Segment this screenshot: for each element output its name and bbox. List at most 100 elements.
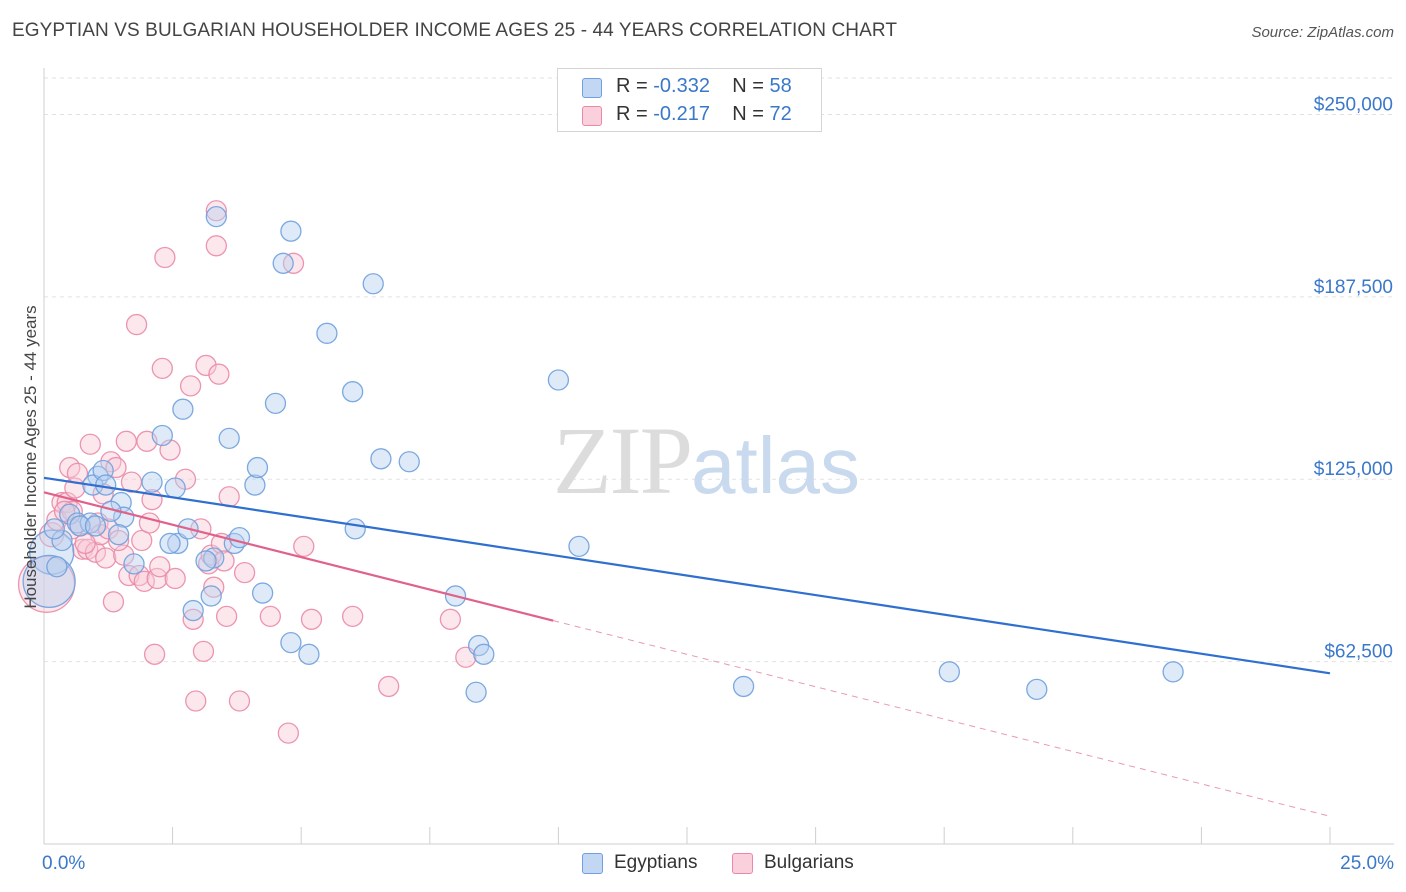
bulgarian-point — [208, 363, 230, 385]
y-tick-label: $187,500 — [1314, 277, 1393, 298]
legend-text-egyptians: R = -0.332 N = 58 — [616, 75, 792, 97]
bulgarian-point — [195, 354, 217, 377]
egyptian-point — [228, 526, 251, 549]
bulgarian-point — [102, 591, 125, 613]
egyptian-point — [66, 512, 89, 534]
x-tick-labels: 0.0% 25.0% — [42, 853, 1394, 874]
bulgarian-point — [277, 722, 299, 744]
egyptian-point — [398, 451, 420, 473]
y-tick-label: $250,000 — [1314, 94, 1393, 115]
bulgarian-point — [138, 512, 161, 534]
y-axis-label: Householder Income Ages 25 - 44 years — [21, 305, 40, 608]
egyptian-point — [151, 424, 173, 447]
bulgarian-point — [131, 529, 153, 552]
legend-text-bulgarians: R = -0.217 N = 72 — [616, 103, 792, 125]
egyptian-point — [280, 632, 302, 654]
egyptian-point — [246, 456, 269, 479]
bulgarian-point — [192, 640, 215, 663]
egyptian-point — [344, 518, 366, 540]
bulgarian-point — [133, 570, 155, 593]
egyptian-point — [159, 532, 181, 555]
bulgarian-point — [203, 576, 225, 598]
egyptian-point — [164, 477, 186, 499]
axes — [43, 68, 1394, 845]
source-label: Source: ZipAtlas.com — [1251, 24, 1394, 41]
bulgarian-point — [205, 200, 227, 222]
bulgarian-point — [377, 675, 400, 698]
x-tick-label: 0.0% — [42, 853, 85, 874]
y-tick-label: $62,500 — [1324, 642, 1393, 663]
egyptian-point — [172, 398, 194, 420]
bulgarian-point — [341, 605, 364, 628]
egyptian-point — [1162, 661, 1184, 683]
bulgarian-point — [107, 529, 130, 552]
bulgarian-point — [79, 433, 101, 455]
bulgarian-point — [185, 690, 207, 712]
bottom-label-egyptians: Egyptians — [614, 852, 698, 873]
egyptian-point — [84, 515, 107, 537]
egyptian-point — [195, 550, 217, 572]
legend-swatch-egyptians — [582, 78, 602, 98]
bulgarian-point — [125, 313, 148, 336]
egyptian-point — [370, 448, 392, 470]
bottom-swatch-egyptians — [582, 853, 603, 874]
bulgarian-point — [105, 456, 127, 479]
bulgarian-point — [179, 375, 202, 397]
chart-title: EGYPTIAN VS BULGARIAN HOUSEHOLDER INCOME… — [12, 20, 898, 41]
bulgarian-point — [228, 690, 251, 712]
egyptian-point — [141, 471, 163, 493]
watermark-atlas: atlas — [691, 421, 860, 510]
bulgarian-point — [218, 486, 240, 508]
egyptian-point — [46, 556, 68, 578]
egyptian-point — [29, 529, 75, 575]
legend-row-egyptians: R = -0.332 N = 58 — [558, 73, 821, 101]
egyptian-point — [43, 518, 65, 540]
egyptian-point — [473, 643, 495, 665]
egyptian-point — [51, 529, 73, 552]
x-tick-label: 25.0% — [1340, 853, 1394, 874]
bulgarian-point — [300, 608, 323, 630]
egyptian-point — [316, 322, 338, 344]
egyptian-point — [568, 535, 590, 558]
bulgarians-points — [17, 200, 477, 744]
bulgarian-point — [439, 608, 462, 630]
bulgarian-point — [205, 235, 227, 257]
egyptian-point — [1026, 678, 1048, 700]
egyptian-point — [272, 252, 294, 274]
bulgarian-point — [149, 556, 171, 578]
egyptian-point — [264, 392, 287, 415]
bulgarian-point — [154, 246, 176, 269]
bulgarians-trend-line-extension — [553, 620, 1331, 817]
egyptian-point — [280, 220, 302, 242]
egyptian-point — [205, 205, 227, 228]
bulgarian-point — [215, 605, 238, 628]
bulgarian-point — [95, 547, 117, 569]
bulgarian-point — [259, 605, 281, 628]
egyptian-point — [732, 675, 755, 698]
bottom-swatch-bulgarians — [732, 853, 753, 874]
bulgarian-point — [293, 535, 315, 558]
egyptian-point — [251, 582, 274, 604]
egyptian-point — [69, 515, 91, 537]
trend-lines — [43, 476, 1331, 817]
egyptian-point — [298, 643, 320, 665]
legend-swatch-bulgarians — [582, 106, 602, 126]
watermark-zip: ZIP — [553, 407, 693, 514]
bulgarian-point — [182, 608, 204, 630]
legend-row-bulgarians: R = -0.217 N = 72 — [558, 101, 821, 129]
bulgarians-trend-line — [43, 491, 554, 622]
egyptian-point — [167, 532, 189, 555]
bulgarian-point — [151, 357, 173, 380]
egyptian-point — [200, 585, 222, 607]
egyptian-point — [362, 273, 384, 295]
egyptian-point — [107, 524, 130, 546]
egyptian-point — [547, 369, 570, 391]
bulgarian-point — [233, 561, 256, 584]
legend: R = -0.332 N = 58 R = -0.217 N = 72 — [557, 68, 822, 132]
egyptian-point — [123, 553, 145, 575]
bulgarian-point — [143, 643, 166, 665]
egyptian-point — [218, 427, 240, 450]
egyptian-point — [341, 381, 364, 403]
bulgarian-point — [164, 567, 186, 590]
